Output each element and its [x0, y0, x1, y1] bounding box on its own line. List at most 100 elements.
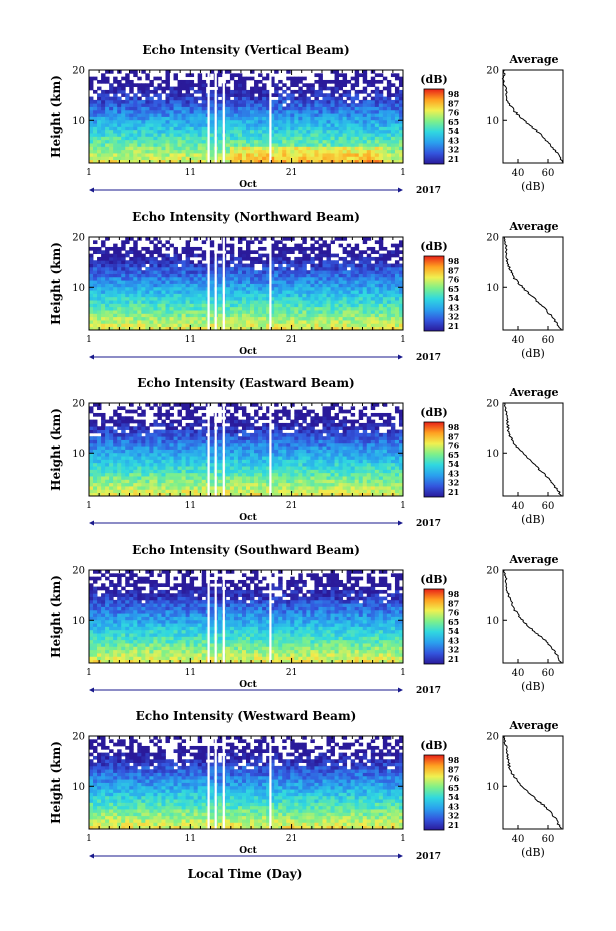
colorbar-tick-label: 87: [448, 98, 459, 108]
heatmap: [89, 70, 404, 164]
avg-y-tick-label: 20: [486, 732, 499, 743]
colorbar-tick-label: 21: [448, 321, 459, 331]
colorbar-unit: (dB): [420, 406, 447, 419]
x-tick-label: 11: [185, 501, 196, 511]
data-gap: [214, 736, 217, 829]
x-tick-label: 1: [400, 335, 406, 345]
y-tick-label: 20: [72, 399, 85, 410]
month-arrow-left: [89, 520, 94, 526]
avg-x-label: (dB): [521, 180, 545, 193]
heatmap: [89, 403, 404, 497]
month-label: Oct: [239, 680, 257, 690]
panel-2: Echo Intensity (Northward Beam) 20 10 Heigh…: [49, 210, 564, 363]
y-tick-label: 10: [72, 449, 85, 460]
data-gap: [222, 570, 225, 663]
colorbar-tick-label: 98: [448, 422, 460, 432]
panel-3: Echo Intensity (Eastward Beam) 20 10 Height…: [49, 376, 564, 529]
average-profile-line: [503, 236, 562, 330]
avg-x-tick-label: 60: [542, 501, 555, 512]
y-tick-label: 20: [72, 566, 85, 577]
x-tick-label: 11: [185, 834, 196, 844]
year-label: 2017: [416, 186, 441, 196]
y-axis-label: Height (km): [49, 75, 63, 158]
average-title: Average: [508, 386, 558, 399]
colorbar-tick-label: 32: [448, 478, 459, 488]
avg-x-tick-label: 60: [542, 834, 555, 845]
data-gap: [207, 237, 210, 330]
x-axis-label: Local Time (Day): [188, 867, 303, 881]
avg-x-label: (dB): [521, 846, 545, 859]
plot-frame: [88, 735, 404, 830]
avg-x-label: (dB): [521, 680, 545, 693]
avg-x-tick-label: 40: [512, 834, 525, 845]
data-gap: [269, 570, 272, 663]
colorbar-tick-label: 43: [448, 635, 460, 645]
y-tick-label: 10: [72, 116, 85, 127]
data-gap: [207, 570, 210, 663]
colorbar-tick-label: 87: [448, 598, 459, 608]
avg-x-label: (dB): [521, 347, 545, 360]
colorbar-unit: (dB): [420, 73, 447, 86]
chart-title: Echo Intensity (Northward Beam): [132, 210, 360, 224]
month-arrow-left: [89, 187, 94, 193]
month-arrow-left: [89, 853, 94, 859]
average-title: Average: [508, 719, 558, 732]
colorbar: [423, 88, 445, 165]
month-arrow-left: [89, 687, 94, 693]
data-gap: [269, 736, 272, 829]
year-label: 2017: [416, 852, 441, 862]
x-tick-label: 1: [86, 668, 92, 678]
average-profile-line: [501, 69, 564, 163]
y-axis-label: Height (km): [49, 741, 63, 824]
average-title: Average: [508, 53, 558, 66]
colorbar-tick-label: 87: [448, 764, 459, 774]
plot-frame: [88, 69, 404, 164]
x-tick-label: 1: [86, 501, 92, 511]
data-gap: [214, 70, 217, 163]
panel-5: Echo Intensity (Westward Beam) 20 10 Height…: [49, 709, 564, 862]
month-arrow-right: [398, 354, 403, 360]
y-tick-label: 20: [72, 233, 85, 244]
colorbar-tick-label: 21: [448, 654, 459, 664]
year-label: 2017: [416, 519, 441, 529]
avg-y-tick-label: 20: [486, 399, 499, 410]
colorbar-tick-label: 32: [448, 811, 459, 821]
average-title: Average: [508, 553, 558, 566]
avg-x-tick-label: 40: [512, 168, 525, 179]
year-label: 2017: [416, 686, 441, 696]
x-tick-label: 11: [185, 668, 196, 678]
colorbar-tick-label: 98: [448, 589, 460, 599]
plot-frame: [88, 236, 404, 331]
colorbar: [423, 421, 445, 498]
colorbar-tick-label: 54: [448, 293, 460, 303]
heatmap: [89, 237, 404, 331]
colorbar-tick-label: 32: [448, 645, 459, 655]
colorbar-unit: (dB): [420, 573, 447, 586]
month-label: Oct: [239, 846, 257, 856]
data-gap: [207, 736, 210, 829]
colorbar-tick-label: 98: [448, 256, 460, 266]
colorbar: [423, 754, 445, 831]
average-profile-line: [503, 402, 562, 496]
data-gap: [269, 237, 272, 330]
x-tick-label: 21: [286, 335, 297, 345]
data-gap: [222, 237, 225, 330]
colorbar-tick-label: 98: [448, 89, 460, 99]
avg-x-tick-label: 60: [542, 168, 555, 179]
colorbar-tick-label: 76: [448, 441, 460, 451]
colorbar-tick-label: 32: [448, 312, 459, 322]
avg-y-tick-label: 20: [486, 566, 499, 577]
colorbar-tick-label: 65: [448, 284, 459, 294]
chart-title: Echo Intensity (Eastward Beam): [137, 376, 354, 390]
data-gap: [207, 403, 210, 496]
y-tick-label: 20: [72, 732, 85, 743]
colorbar-tick-label: 65: [448, 617, 459, 627]
panel-1: Echo Intensity (Vertical Beam) 20 10 Height…: [49, 43, 564, 196]
colorbar-unit: (dB): [420, 739, 447, 752]
chart-title: Echo Intensity (Vertical Beam): [142, 43, 349, 57]
colorbar-tick-label: 65: [448, 450, 459, 460]
chart-title: Echo Intensity (Westward Beam): [136, 709, 357, 723]
month-label: Oct: [239, 513, 257, 523]
data-gap: [269, 403, 272, 496]
